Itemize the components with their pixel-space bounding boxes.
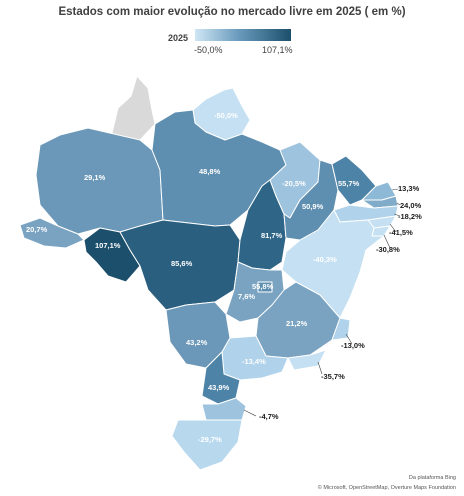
map-credit-source: Da plataforma Bing bbox=[408, 475, 456, 481]
state-pr bbox=[201, 351, 241, 405]
legend-min: -50,0% bbox=[194, 45, 223, 55]
label-pr: 43,9% bbox=[208, 383, 230, 392]
map-title: Estados com maior evolução no mercado li… bbox=[58, 6, 406, 18]
legend-max: 107,1% bbox=[262, 45, 293, 55]
label-rr: -50,0% bbox=[214, 111, 238, 120]
label-ma: -20,5% bbox=[282, 179, 306, 188]
label-ac: 20,7% bbox=[26, 225, 48, 234]
leader-pb bbox=[396, 202, 401, 206]
leader-se bbox=[383, 234, 391, 249]
label-ba: -40,3% bbox=[313, 255, 337, 264]
legend-color-scale bbox=[195, 29, 291, 41]
label-pe: -18,2% bbox=[398, 212, 422, 221]
label-mg: 21,2% bbox=[286, 319, 308, 328]
label-es: -13,0% bbox=[341, 341, 365, 350]
label-ro: 107,1% bbox=[95, 241, 121, 250]
state-ap bbox=[111, 75, 156, 143]
label-to: 81,7% bbox=[261, 231, 283, 240]
label-ce: 55,7% bbox=[338, 179, 360, 188]
label-sc: -4,7% bbox=[259, 412, 279, 421]
label-mt: 85,6% bbox=[171, 259, 193, 268]
leader-es bbox=[345, 333, 353, 345]
label-ms: 43,2% bbox=[186, 338, 208, 347]
leader-sc bbox=[243, 409, 257, 417]
label-df: 55,8% bbox=[252, 282, 274, 291]
map-credit-copyright: © Microsoft, OpenStreetMap, Overture Map… bbox=[317, 485, 456, 491]
state-rj bbox=[287, 349, 327, 371]
state-ba bbox=[281, 209, 385, 319]
label-pb: 24,0% bbox=[400, 201, 422, 210]
label-al: -41,5% bbox=[389, 228, 413, 237]
label-pa: 48,8% bbox=[199, 167, 221, 176]
label-rs: -29,7% bbox=[198, 435, 222, 444]
label-sp: -13,4% bbox=[242, 357, 266, 366]
label-go: 7,6% bbox=[238, 292, 255, 301]
label-rj: -35,7% bbox=[321, 372, 345, 381]
legend-year: 2025 bbox=[168, 33, 189, 43]
label-am: 29,1% bbox=[84, 173, 106, 182]
state-ro bbox=[83, 227, 141, 283]
label-pi: 50,9% bbox=[302, 202, 324, 211]
leader-rn bbox=[391, 188, 399, 191]
leader-pe bbox=[393, 213, 401, 217]
leader-rj bbox=[317, 361, 323, 375]
state-df bbox=[257, 281, 273, 293]
state-pb bbox=[361, 195, 399, 209]
label-rn: 13,3% bbox=[398, 184, 420, 193]
label-se: -30,8% bbox=[376, 245, 400, 254]
state-se bbox=[371, 225, 391, 237]
leader-al bbox=[389, 223, 397, 233]
state-rs bbox=[171, 419, 243, 471]
state-es bbox=[331, 317, 351, 341]
